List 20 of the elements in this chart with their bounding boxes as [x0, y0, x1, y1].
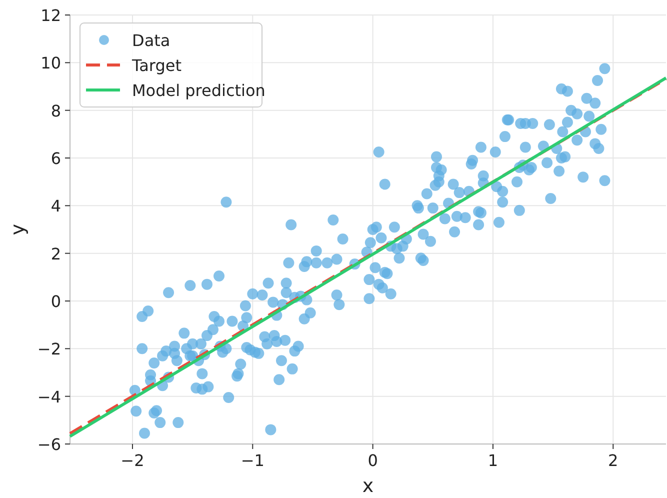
y-tick-label: −4	[37, 387, 61, 406]
x-axis-title: x	[362, 475, 374, 497]
legend-label: Model prediction	[132, 81, 266, 100]
y-tick-label: −2	[37, 340, 61, 359]
x-tick-label: 1	[488, 451, 498, 470]
x-tick-label: −2	[120, 451, 144, 470]
y-tick-label: 0	[50, 292, 61, 311]
legend-label: Target	[131, 56, 182, 75]
y-tick-label: 10	[40, 54, 61, 73]
y-tick-label: 4	[50, 196, 61, 216]
y-tick-label: 2	[50, 244, 61, 264]
x-tick-label: 0	[368, 451, 378, 470]
y-tick-label: 12	[40, 6, 61, 25]
legend-label: Data	[132, 31, 170, 50]
y-tick-label: −6	[37, 435, 61, 454]
y-tick-label: 6	[50, 149, 61, 168]
y-axis-title: y	[7, 224, 29, 236]
y-tick-label: 8	[50, 101, 61, 120]
x-tick-label: −1	[240, 451, 264, 470]
x-tick-label: 2	[608, 451, 618, 470]
